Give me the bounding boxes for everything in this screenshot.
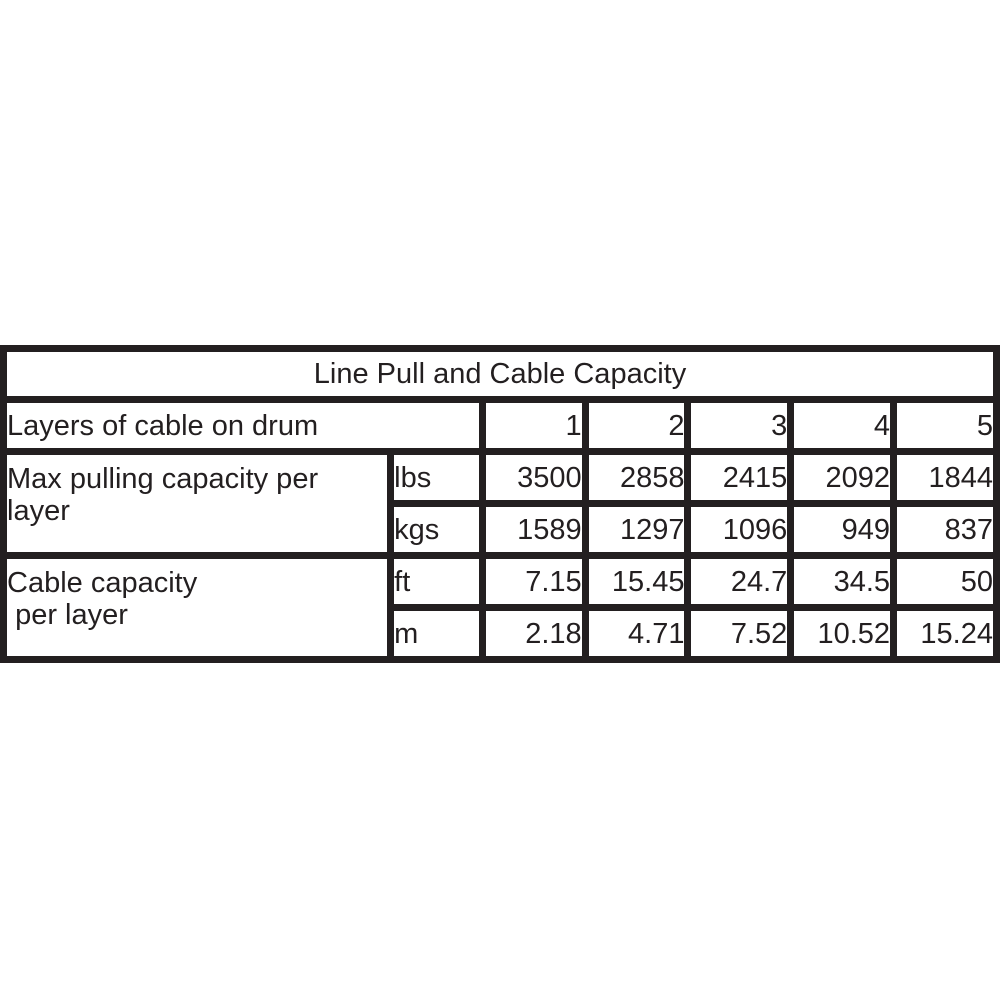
table-title: Line Pull and Cable Capacity — [7, 352, 993, 396]
line-pull-capacity-table: Line Pull and Cable Capacity Layers of c… — [0, 345, 1000, 663]
cable-capacity-ft-4: 34.5 — [794, 559, 891, 604]
layers-value-4: 4 — [794, 403, 891, 448]
layers-value-2: 2 — [588, 403, 685, 448]
cable-capacity-row-label: Cable capacity per layer — [7, 559, 388, 656]
cable-capacity-ft-2: 15.45 — [588, 559, 685, 604]
title-row: Line Pull and Cable Capacity — [7, 352, 993, 396]
max-pulling-lbs-1: 3500 — [485, 455, 582, 500]
layers-value-5: 5 — [897, 403, 993, 448]
layers-row-label: Layers of cable on drum — [7, 403, 479, 448]
unit-lbs: lbs — [394, 455, 479, 500]
max-pulling-kgs-5: 837 — [897, 507, 993, 552]
cable-capacity-ft-row: Cable capacity per layer ft 7.15 15.45 2… — [7, 559, 993, 656]
unit-kgs: kgs — [394, 507, 479, 552]
max-pulling-lbs-3: 2415 — [691, 455, 788, 500]
max-pulling-kgs-4: 949 — [794, 507, 891, 552]
max-pulling-kgs-row: kgs 1589 1297 1096 949 837 — [7, 507, 993, 552]
max-pulling-kgs-3: 1096 — [691, 507, 788, 552]
cable-capacity-ft-1: 7.15 — [485, 559, 582, 604]
layers-value-1: 1 — [485, 403, 582, 448]
layers-value-3: 3 — [691, 403, 788, 448]
cable-capacity-ft-5: 50 — [897, 559, 993, 604]
max-pulling-lbs-4: 2092 — [794, 455, 891, 500]
cable-capacity-m-3: 7.52 — [691, 611, 788, 656]
unit-ft: ft — [394, 559, 479, 604]
max-pulling-kgs-1: 1589 — [485, 507, 582, 552]
cable-capacity-m-row: m 2.18 4.71 7.52 10.52 15.24 — [7, 611, 993, 656]
max-pulling-lbs-2: 2858 — [588, 455, 685, 500]
max-pulling-lbs-row: Max pulling capacity per layer lbs 3500 … — [7, 455, 993, 552]
cable-capacity-m-5: 15.24 — [897, 611, 993, 656]
max-pulling-lbs-5: 1844 — [897, 455, 993, 500]
cable-capacity-m-2: 4.71 — [588, 611, 685, 656]
unit-m: m — [394, 611, 479, 656]
max-pulling-row-label: Max pulling capacity per layer — [7, 455, 388, 552]
max-pulling-kgs-2: 1297 — [588, 507, 685, 552]
cable-capacity-m-1: 2.18 — [485, 611, 582, 656]
cable-capacity-m-4: 10.52 — [794, 611, 891, 656]
layers-row: Layers of cable on drum 1 2 3 4 5 — [7, 403, 993, 448]
cable-capacity-ft-3: 24.7 — [691, 559, 788, 604]
